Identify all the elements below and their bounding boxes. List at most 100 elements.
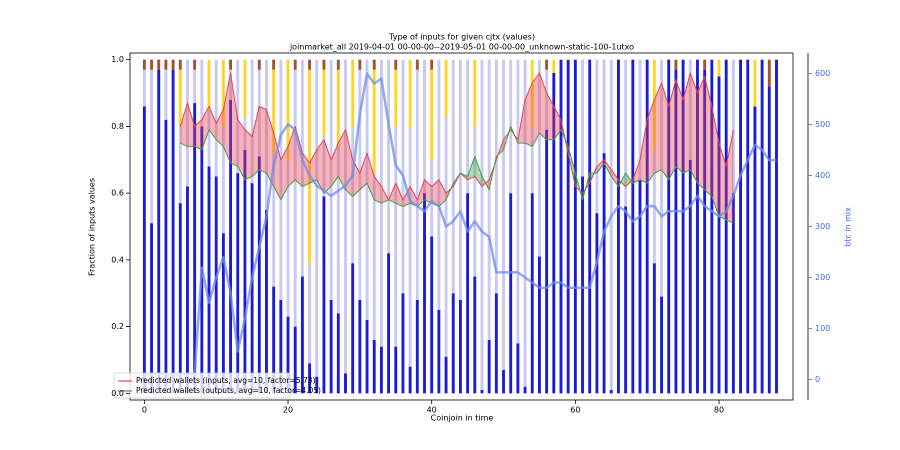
bar-segment [315,376,319,394]
bar-segment [430,159,434,237]
fill-between [273,133,281,200]
bar-segment [300,59,304,277]
bar-segment [609,59,613,390]
bar-segment [243,116,247,150]
bar-segment [164,59,168,70]
bar-segment [703,69,707,394]
bar-segment [250,183,254,394]
bar-segment [724,59,728,394]
y-tick-label: 0.0 [111,389,124,398]
bar-segment [624,59,628,207]
fill-between [647,99,655,184]
bar-segment [272,69,276,154]
y-tick-label: 0.8 [111,122,124,131]
bar-segment [142,69,146,107]
bar-segment [351,263,355,394]
fill-between [546,93,554,140]
bar-segment [767,59,771,87]
fill-between [367,153,375,200]
y-tick-label: 0.4 [111,255,124,264]
fill-between [611,169,619,187]
y2-tick-label: 100 [815,324,830,333]
bar-segment [530,193,534,394]
bar-segment [394,346,398,394]
bar-segment [494,293,498,394]
fill-between [683,73,691,174]
bar-segment [408,366,412,394]
bar-segment [760,59,764,394]
bar-segment [652,59,656,150]
fill-between [525,83,533,147]
bar-segment [257,59,261,70]
bar-segment [753,59,757,107]
bar-segment [480,59,484,390]
bar-segment [193,103,197,394]
bar-segment [415,299,419,394]
y-axis-label: Fraction of inputs values [88,178,97,276]
fill-between [668,79,676,180]
bar-segment [523,59,527,387]
bar-segment [171,69,175,394]
bar-segment [710,59,714,394]
fill-between [280,146,289,200]
wallet-line [180,125,734,224]
fill-between [661,83,669,180]
fill-between [589,166,597,184]
bar-segment [322,196,326,394]
bar-segment [336,69,340,147]
bar-segment [372,69,376,174]
bar-segment [365,59,369,320]
bar-segment [538,256,541,394]
bar-segment [681,59,685,394]
bar-segment [473,59,477,127]
fill-between [640,119,648,184]
bar-segment [408,126,412,367]
fill-between [237,119,245,180]
bar-segment [753,106,757,394]
bar-segment [387,59,391,254]
bar-segment [717,59,721,77]
legend: Predicted wallets (inputs, avg=10, facto… [113,372,321,399]
bar-segment [293,69,297,327]
bar-segment [688,159,692,394]
bar-segment [494,59,498,294]
fill-between [424,179,432,204]
bar-segment [731,193,735,394]
fill-between [180,103,188,147]
bar-segment [336,313,340,394]
bar-segment [703,59,707,70]
bar-segment [437,309,441,394]
fill-between [252,106,260,177]
fill-between [654,83,662,174]
bar-segment [200,59,204,127]
bar-segment [509,193,513,394]
bar-segment [236,173,240,394]
bar-segment [279,299,283,394]
btc-line [144,72,777,377]
bar-segment [308,263,312,364]
bar-segment [171,59,175,70]
bar-segment [566,59,570,394]
bar-segment [401,293,405,394]
bar-segment [229,99,232,394]
y-tick-label: 0.2 [111,322,124,331]
bar-segment [193,69,197,104]
bar-segment [480,389,484,394]
bar-segment [344,59,347,374]
fill-between [223,73,231,164]
x-tick-label: 80 [714,406,724,415]
bar-segment [595,213,599,394]
fill-between [323,139,332,194]
bar-segment [437,59,441,310]
fill-between [338,129,346,190]
y2-tick-label: 400 [815,171,830,180]
bar-segment [358,299,362,394]
bar-segment [365,319,369,394]
bar-segment [207,166,211,394]
bar-segment [408,59,412,127]
bar-segment [652,263,656,394]
bar-segment [595,59,599,214]
bar-segment [372,339,376,394]
bar-segment [731,59,735,194]
fill-between [675,79,684,174]
